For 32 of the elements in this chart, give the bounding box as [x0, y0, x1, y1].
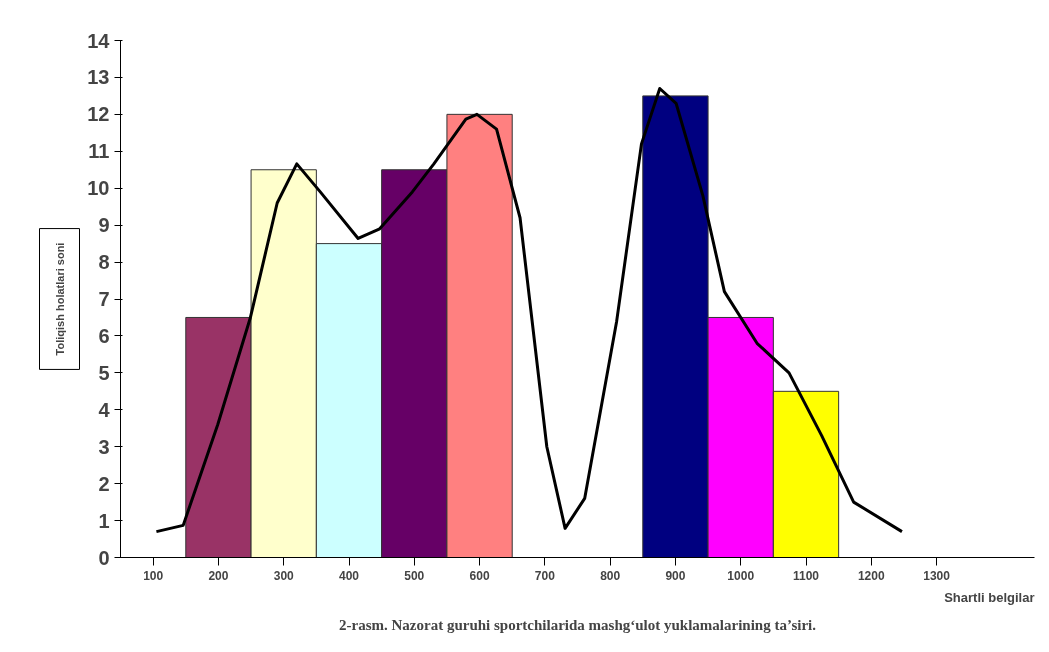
- y-tick-label: 12: [87, 103, 110, 126]
- y-tick-label: 0: [98, 546, 110, 569]
- y-tick-label: 7: [98, 288, 110, 310]
- y-tick-label: 3: [98, 435, 110, 458]
- x-tick-label: 100: [143, 568, 164, 583]
- line-series: [154, 87, 904, 534]
- y-axis-title: Toliqish holatlari soni: [53, 242, 66, 356]
- y-tick-label: 8: [98, 251, 110, 274]
- x-tick-label: 1000: [727, 568, 755, 583]
- y-tick-label: 11: [88, 140, 110, 163]
- y-tick-label: 10: [87, 177, 110, 200]
- y-tick-label: 13: [87, 66, 110, 89]
- x-tick-label: 700: [534, 568, 556, 583]
- y-tick-label: 14: [87, 29, 111, 52]
- x-tick-label: 400: [338, 568, 360, 583]
- x-tick-label: 200: [208, 568, 229, 583]
- x-tick-label: 300: [273, 568, 295, 583]
- x-tick-label: 800: [600, 568, 621, 583]
- y-tick-label: 4: [98, 398, 111, 421]
- y-tick-label: 6: [98, 324, 110, 347]
- text: 2-rasm. Nazorat guruhi sportchilarida mashg‘ulot yuklamalarining ta’siri.: [339, 616, 817, 633]
- x-tick-label: 1100: [792, 568, 820, 583]
- x-tick-label: 1200: [857, 568, 885, 583]
- x-axis-title: Shartli belgilar: [944, 589, 1035, 605]
- x-tick-label: 1300: [923, 568, 951, 583]
- x-tick-label: 600: [469, 568, 490, 583]
- y-tick-label: 9: [98, 214, 110, 237]
- y-tick-label: 2: [98, 472, 110, 495]
- y-tick-label: 5: [98, 361, 110, 384]
- x-tick-label: 500: [404, 568, 425, 583]
- y-tick-label: 1: [98, 509, 110, 532]
- x-tick-label: 900: [665, 568, 686, 583]
